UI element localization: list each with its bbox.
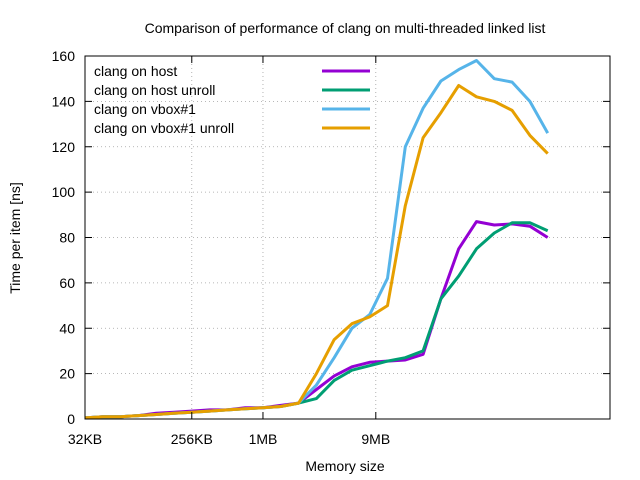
legend-label: clang on vbox#1 unroll <box>94 120 234 136</box>
y-tick-label: 40 <box>59 320 75 336</box>
x-tick-label: 9MB <box>361 431 390 447</box>
y-tick-label: 0 <box>67 411 75 427</box>
x-tick-label: 1MB <box>249 431 278 447</box>
grid <box>85 56 610 419</box>
y-tick-label: 140 <box>52 93 76 109</box>
series-lines <box>84 59 550 420</box>
chart-title: Comparison of performance of clang on mu… <box>145 20 546 36</box>
x-tick-label: 256KB <box>171 431 213 447</box>
y-tick-label: 120 <box>52 139 76 155</box>
y-tick-label: 160 <box>52 48 76 64</box>
legend-label: clang on vbox#1 <box>94 101 196 117</box>
y-axis-title: Time per item [ns] <box>7 182 23 294</box>
y-tick-label: 60 <box>59 275 75 291</box>
legend-label: clang on host unroll <box>94 82 215 98</box>
x-tick-label: 32KB <box>68 431 102 447</box>
x-axis: 32KB 256KB 1MB 9MB <box>68 56 390 447</box>
series-line-1 <box>84 220 549 420</box>
series-line-4 <box>84 84 549 420</box>
y-axis: 0 20 40 60 80 100 120 140 160 <box>52 48 610 427</box>
legend: clang on host clang on host unroll clang o… <box>94 63 370 136</box>
legend-label: clang on host <box>94 63 177 79</box>
y-tick-label: 100 <box>52 184 76 200</box>
y-tick-label: 20 <box>59 366 75 382</box>
x-axis-title: Memory size <box>305 458 385 474</box>
y-tick-label: 80 <box>59 230 75 246</box>
